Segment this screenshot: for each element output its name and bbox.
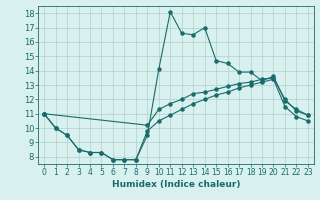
X-axis label: Humidex (Indice chaleur): Humidex (Indice chaleur): [112, 180, 240, 189]
